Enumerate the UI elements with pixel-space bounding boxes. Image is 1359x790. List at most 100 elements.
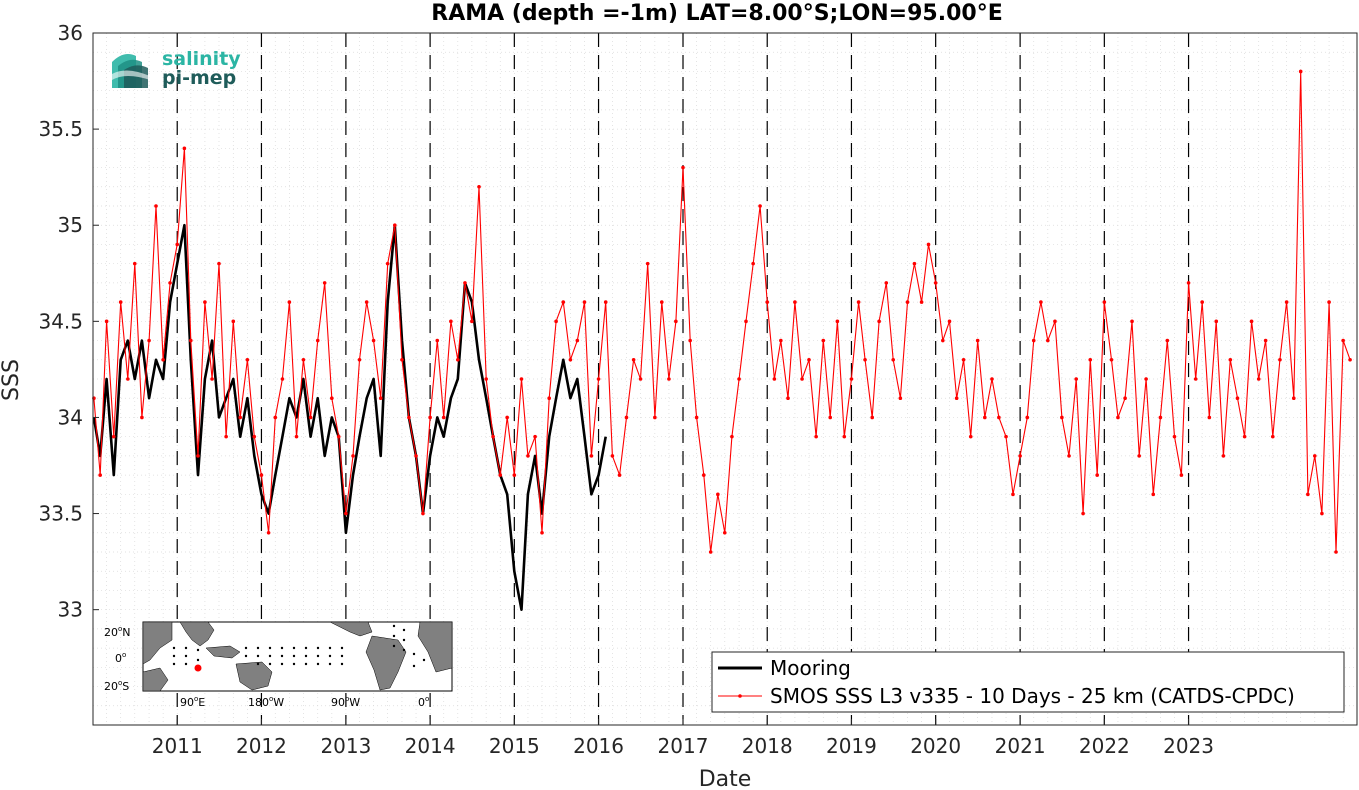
smos-data-point [933, 281, 938, 285]
smos-data-point [378, 396, 383, 401]
y-tick-label: 34.5 [38, 309, 83, 333]
smos-data-point [694, 415, 699, 420]
plot-area [92, 32, 1358, 726]
smos-data-point [849, 377, 854, 381]
smos-data-point [400, 357, 404, 362]
smos-data-point [1158, 415, 1163, 420]
smos-data-point [751, 261, 755, 266]
x-tick-label: 2013 [320, 734, 371, 758]
smos-data-point [983, 415, 987, 420]
smos-data-point [315, 338, 320, 343]
location-inset-map: 20oN 0o 20oS 90oE 180oW 90oW 0o [104, 621, 453, 709]
smos-data-point [111, 434, 116, 439]
smos-data-point [744, 319, 748, 324]
x-tick-label: 2020 [910, 734, 961, 758]
x-tick-label: 2017 [658, 734, 709, 758]
y-tick-label: 33 [58, 598, 83, 622]
smos-data-point [364, 300, 369, 304]
legend-box [711, 651, 1345, 713]
y-tick-label: 34 [58, 405, 83, 429]
smos-data-point [224, 434, 228, 439]
smos-data-point [1130, 319, 1134, 324]
salinity-pimep-logo: salinity pi-mep [112, 48, 241, 89]
smos-data-point [1151, 492, 1156, 497]
smos-data-point [919, 300, 924, 304]
smos-data-point [1291, 396, 1296, 401]
smos-data-point [421, 511, 425, 516]
smos-data-point [175, 242, 180, 247]
x-tick-label: 2016 [573, 734, 624, 758]
legend-label-smos: SMOS SSS L3 v335 - 10 Days - 25 km (CATD… [770, 684, 1295, 708]
smos-data-point [1095, 473, 1099, 477]
inset-lat-label: 20oS [104, 679, 129, 693]
smos-data-point [961, 357, 966, 362]
smos-data-point [603, 300, 608, 304]
smos-data-point [344, 511, 348, 516]
smos-data-point [140, 415, 144, 420]
smos-data-point [1256, 377, 1261, 381]
smos-data-point [491, 434, 495, 439]
smos-data-point [1067, 454, 1071, 458]
smos-data-point [1284, 300, 1289, 304]
inset-lon-label: 0o [418, 695, 429, 709]
smos-data-point [104, 319, 109, 324]
smos-data-point [554, 319, 558, 324]
smos-data-point [905, 300, 910, 304]
smos-data-point [926, 242, 931, 247]
smos-line [93, 70, 1351, 553]
smos-data-point [1270, 434, 1275, 439]
inset-map-station-marker [194, 664, 202, 672]
smos-data-point [1348, 357, 1352, 362]
legend-swatch-smos-marker [738, 694, 742, 698]
smos-data-point [533, 434, 537, 439]
smos-data-point [512, 473, 517, 477]
smos-data-point [793, 300, 797, 304]
inset-lon-label: 180oW [248, 695, 284, 709]
x-tick-label: 2021 [995, 734, 1046, 758]
series-mooring [92, 223, 607, 612]
smos-data-point [891, 357, 896, 362]
smos-data-point [667, 377, 671, 381]
smos-data-point [428, 415, 432, 420]
smos-data-point [308, 415, 313, 420]
smos-data-point [371, 338, 376, 343]
smos-data-point [674, 319, 678, 324]
minor-grid [93, 32, 1357, 726]
logo-line2: pi-mep [162, 67, 236, 89]
smos-data-point [814, 434, 818, 439]
smos-data-point [624, 415, 629, 420]
smos-data-point [540, 530, 544, 535]
smos-data-point [519, 377, 524, 381]
smos-data-point [393, 223, 397, 228]
smos-data-point [1327, 300, 1331, 304]
smos-data-point [708, 550, 713, 554]
smos-data-point [132, 261, 137, 266]
y-tick-label: 36 [58, 21, 83, 45]
smos-data-point [287, 300, 292, 304]
smos-data-point [701, 473, 706, 477]
smos-data-point [681, 165, 685, 170]
smos-data-point [441, 415, 446, 420]
smos-data-point [1004, 434, 1008, 439]
smos-data-point [238, 415, 243, 420]
smos-data-point [659, 300, 664, 304]
x-tick-label: 2015 [489, 734, 540, 758]
smos-data-point [1025, 415, 1030, 420]
smos-data-point [1081, 511, 1085, 516]
smos-data-point [322, 281, 327, 285]
smos-data-point [231, 319, 236, 324]
smos-data-point [1123, 396, 1127, 401]
smos-data-point [997, 415, 1001, 420]
smos-data-point [1200, 300, 1204, 304]
smos-data-point [336, 434, 341, 439]
smos-data-point [786, 396, 790, 401]
y-axis-label: SSS [0, 359, 24, 401]
smos-data-point [147, 338, 151, 343]
smos-data-point [779, 338, 783, 343]
smos-data-point [800, 377, 804, 381]
smos-data-point [1074, 377, 1078, 381]
smos-data-point [154, 204, 158, 208]
smos-data-point [168, 281, 172, 285]
smos-data-point [477, 184, 481, 189]
smos-data-point [589, 454, 594, 458]
